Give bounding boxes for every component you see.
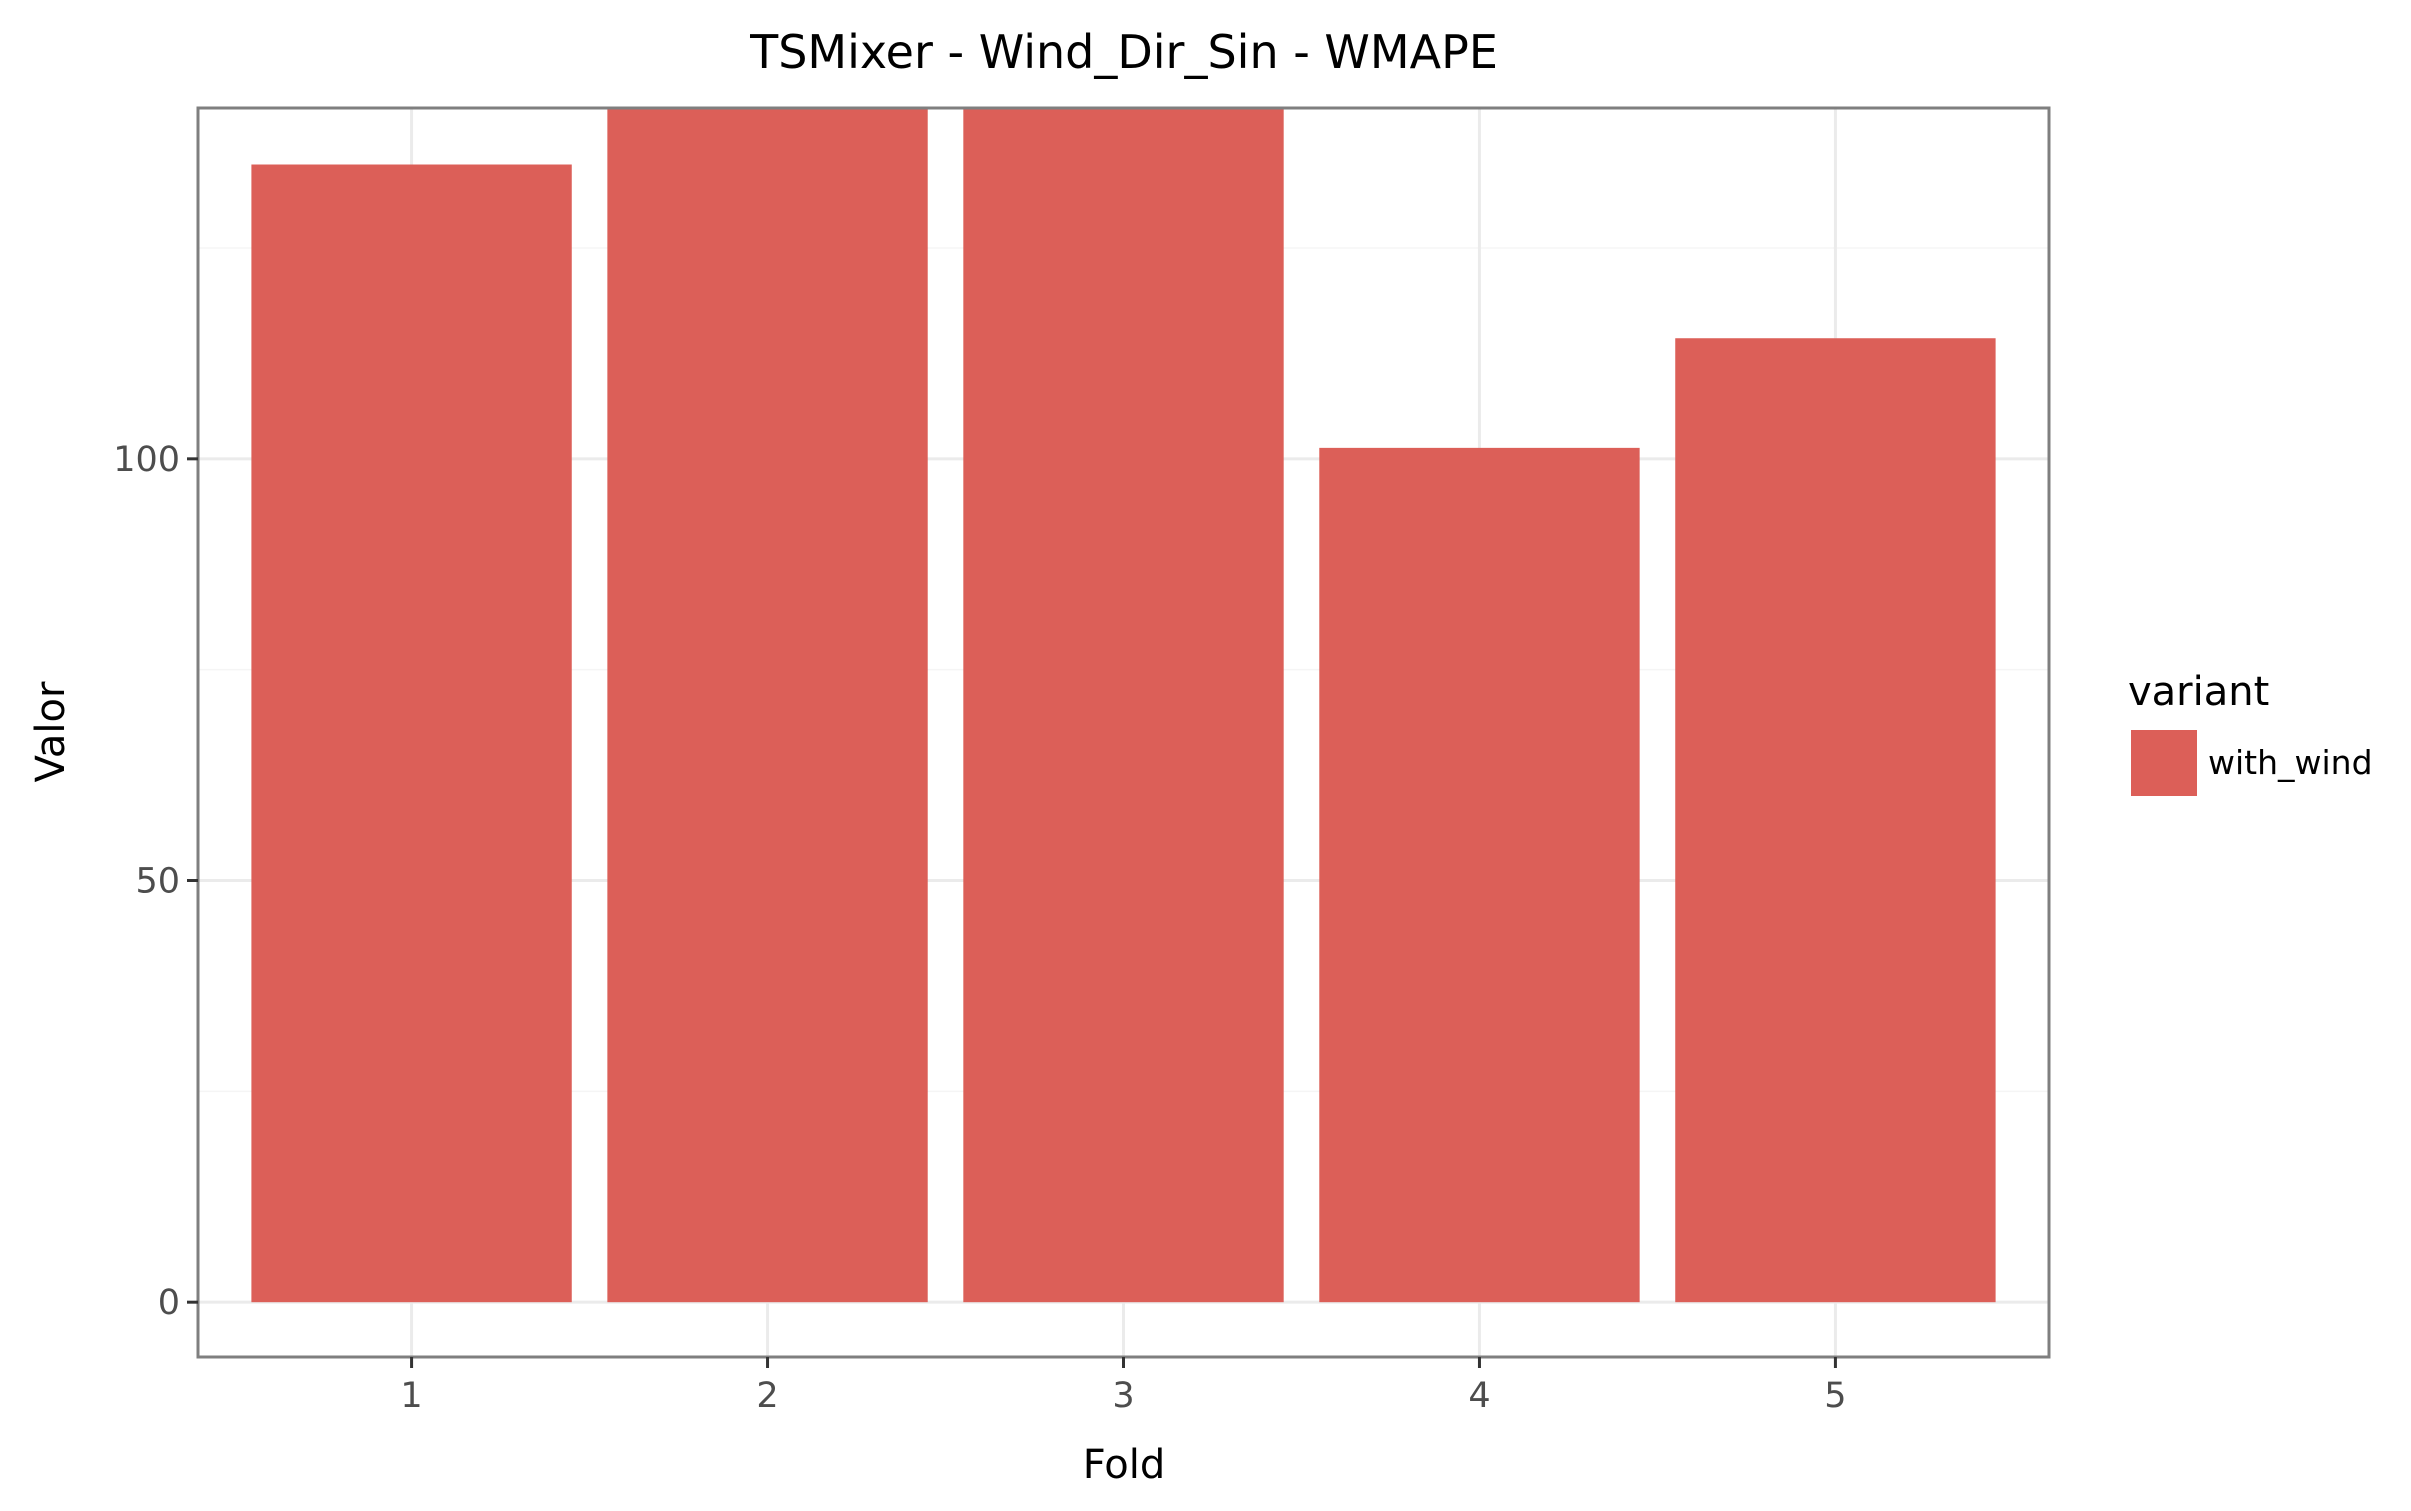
x-tick-label: 3	[1112, 1376, 1134, 1416]
x-tick-label: 2	[756, 1376, 778, 1416]
legend-key-with-wind	[2131, 730, 2197, 796]
bar-fold-2	[607, 108, 928, 1303]
x-axis-ticks: 1 2 3 4 5	[400, 1357, 1847, 1416]
y-axis-ticks: 0 50 100	[113, 440, 198, 1323]
legend-label-with-wind: with_wind	[2208, 743, 2373, 782]
y-axis-title: Valor	[28, 681, 74, 782]
x-axis-title: Fold	[1083, 1442, 1166, 1488]
x-tick-label: 4	[1468, 1376, 1490, 1416]
bars	[251, 108, 1996, 1303]
y-tick-label: 50	[135, 862, 180, 902]
bar-fold-3	[963, 108, 1284, 1303]
x-tick-label: 5	[1824, 1376, 1846, 1416]
x-tick-label: 1	[400, 1376, 422, 1416]
bar-fold-5	[1675, 338, 1996, 1303]
legend: variant with_wind	[2128, 669, 2373, 796]
legend-title: variant	[2128, 669, 2269, 715]
chart-title: TSMixer - Wind_Dir_Sin - WMAPE	[749, 25, 1498, 79]
y-tick-label: 100	[113, 440, 180, 480]
bar-fold-4	[1319, 447, 1640, 1303]
y-tick-label: 0	[158, 1283, 180, 1323]
bar-fold-1	[251, 164, 572, 1303]
